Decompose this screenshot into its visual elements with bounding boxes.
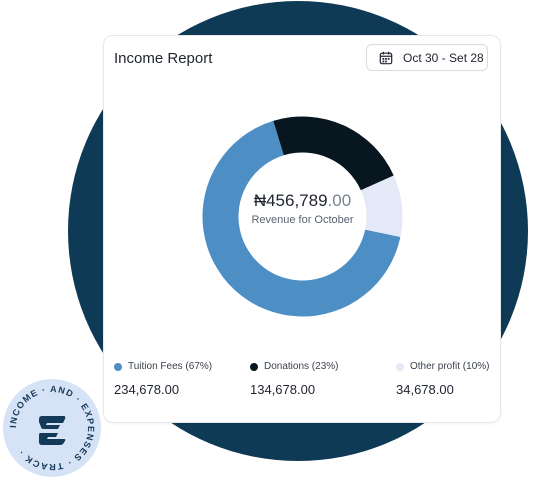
legend-label-tuition: Tuition Fees (67%) [128,361,213,372]
calendar-icon [379,51,393,64]
revenue-label: Revenue for October [251,214,354,226]
income-expenses-track-badge: INCOME · AND · EXPENSES · TRACK · [3,379,101,477]
revenue-amount-main: ₦456,789 [253,191,328,210]
legend-dot-other [396,362,404,371]
revenue-amount-decimals: .00 [327,191,352,210]
legend-item-donations: Donations (23%) 134,678.00 [250,361,338,397]
legend-value-tuition: 234,678.00 [114,382,180,397]
legend-label-donations: Donations (23%) [264,361,339,372]
legend-dot-tuition [114,362,122,371]
donut-slice-other [360,175,403,237]
donut-slice-donations [273,116,394,191]
legend-dot-donations [250,362,258,371]
donut-slice-tuition [202,120,401,317]
card-title: Income Report [114,50,213,67]
legend-value-other: 34,678.00 [396,382,454,397]
legend-item-tuition: Tuition Fees (67%) 234,678.00 [114,361,212,397]
legend-value-donations: 134,678.00 [250,382,316,397]
date-range-text: Oct 30 - Set 28 [403,50,484,65]
revenue-amount: ₦456,789.00 [200,191,405,211]
legend-label-other: Other profit (10%) [410,361,490,372]
income-report-card: Income Report Oct 30 - Set 28 ₦456,789.0… [103,35,501,423]
legend-item-other: Other profit (10%) 34,678.00 [396,361,489,397]
date-range-button[interactable]: Oct 30 - Set 28 [366,44,488,71]
logo-icon [39,416,66,445]
income-donut-chart [202,116,403,317]
